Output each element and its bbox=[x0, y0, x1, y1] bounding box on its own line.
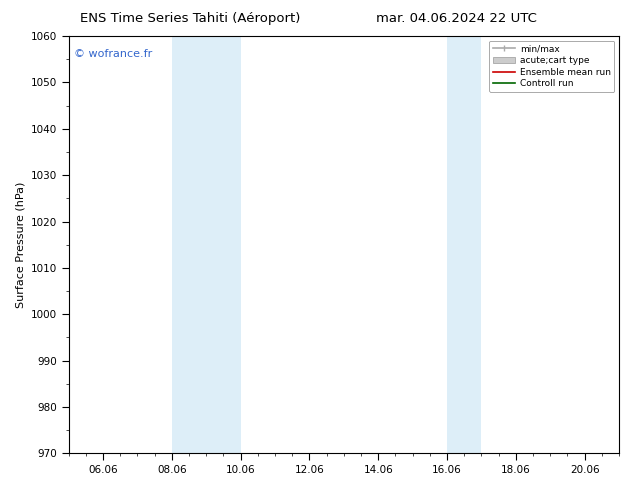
Text: ENS Time Series Tahiti (Aéroport): ENS Time Series Tahiti (Aéroport) bbox=[80, 12, 301, 25]
Text: mar. 04.06.2024 22 UTC: mar. 04.06.2024 22 UTC bbox=[376, 12, 537, 25]
Bar bbox=[172, 36, 241, 453]
Y-axis label: Surface Pressure (hPa): Surface Pressure (hPa) bbox=[15, 181, 25, 308]
Bar bbox=[447, 36, 481, 453]
Legend: min/max, acute;cart type, Ensemble mean run, Controll run: min/max, acute;cart type, Ensemble mean … bbox=[489, 41, 614, 92]
Text: © wofrance.fr: © wofrance.fr bbox=[74, 49, 152, 59]
